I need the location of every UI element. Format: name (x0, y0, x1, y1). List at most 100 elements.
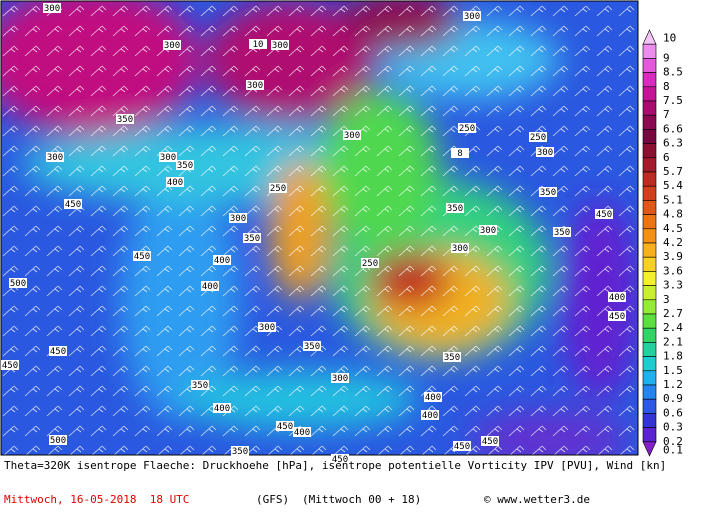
contour-label: 350 (447, 204, 463, 214)
contour-label: 450 (277, 422, 293, 432)
legend-label: 4.5 (663, 222, 683, 235)
contour-label: 450 (609, 312, 625, 322)
legend-label: 4.2 (663, 236, 683, 249)
contour-label: 350 (232, 447, 248, 457)
contour-label-bg (443, 352, 461, 362)
legend-label: 1.2 (663, 378, 683, 391)
legend-swatch (642, 441, 657, 457)
contour-label: 500 (10, 279, 26, 289)
contour-label-bg (49, 435, 67, 445)
contour-label: 400 (294, 428, 310, 438)
contour-label: 450 (134, 252, 150, 262)
contour-label: 300 (452, 244, 468, 254)
legend-label: 9 (663, 51, 670, 64)
contour-label: 400 (202, 282, 218, 292)
contour-label: 450 (2, 361, 18, 371)
legend-label: 2.1 (663, 335, 683, 348)
colorbar: 1098.587.576.66.365.75.45.14.84.54.23.93… (642, 29, 683, 457)
contour-label-bg (276, 421, 294, 431)
legend-label: 1.5 (663, 364, 683, 377)
contour-label-bg (595, 209, 613, 219)
contour-label-bg (424, 392, 442, 402)
legend-swatch (642, 29, 657, 45)
contour-label-bg (343, 130, 361, 140)
legend-label: 8.5 (663, 66, 683, 79)
legend-swatch (642, 384, 657, 400)
contour-label: 350 (192, 381, 208, 391)
contour-label-bg (9, 278, 27, 288)
contour-label-bg (166, 177, 184, 187)
legend-swatch (642, 157, 657, 173)
contour-label-bg (116, 114, 134, 124)
contour-label-bg (361, 258, 379, 268)
contour-label-bg (451, 243, 469, 253)
contour-label: 300 (332, 374, 348, 384)
contour-label: 350 (540, 188, 556, 198)
contour-label-bg (201, 281, 219, 291)
contour-label: 500 (50, 436, 66, 446)
contour-label: 400 (422, 411, 438, 421)
contour-label-bg (271, 40, 289, 50)
contour-label-bg (536, 147, 554, 157)
contour-label-bg (163, 40, 181, 50)
contour-label-bg (331, 454, 349, 464)
contour-label-bg (246, 80, 264, 90)
contour-label: 450 (332, 455, 348, 465)
legend-label: 8 (663, 80, 670, 93)
contour-label-bg (481, 436, 499, 446)
contour-label: 250 (530, 133, 546, 143)
contour-label: 400 (609, 293, 625, 303)
contour-label-bg (303, 341, 321, 351)
legend-label: 5.7 (663, 165, 683, 178)
legend-swatch (642, 43, 657, 59)
legend-swatch (642, 370, 657, 386)
contour-label-bg (453, 441, 471, 451)
contour-label: 300 (164, 41, 180, 51)
legend-swatch (642, 313, 657, 329)
legend-swatch (642, 327, 657, 343)
contour-label-bg (458, 123, 476, 133)
legend-label: 5.1 (663, 193, 683, 206)
contour-label: 350 (554, 228, 570, 238)
contour-label: 10 (253, 40, 264, 50)
legend-label: 3.3 (663, 279, 683, 292)
legend-swatch (642, 100, 657, 116)
contour-label-bg (331, 373, 349, 383)
contour-label-bg (258, 322, 276, 332)
legend-label: 3.6 (663, 264, 683, 277)
legend-swatch (642, 356, 657, 372)
map-frame (0, 0, 639, 456)
contour-label: 300 (344, 131, 360, 141)
contour-label-bg (213, 403, 231, 413)
contour-label: 250 (362, 259, 378, 269)
contour-label-bg (479, 225, 497, 235)
legend-label: 6.3 (663, 137, 683, 150)
legend-swatch (642, 58, 657, 73)
contour-label: 300 (47, 153, 63, 163)
contour-label-bg (46, 152, 64, 162)
contour-label-bg (608, 311, 626, 321)
contour-label-bg (451, 148, 469, 158)
legend-swatch (642, 72, 657, 88)
legend-swatch (642, 86, 657, 102)
legend-label: 5.4 (663, 179, 683, 192)
legend-label: 6 (663, 151, 670, 164)
contour-label-bg (463, 11, 481, 21)
legend-label: 2.4 (663, 321, 683, 334)
legend-label: 6.6 (663, 122, 683, 135)
legend-label: 0.6 (663, 406, 683, 419)
contour-label-bg (159, 152, 177, 162)
legend-swatch (642, 129, 657, 144)
map-title: Theta=320K isentrope Flaeche: Druckhoehe… (4, 459, 666, 472)
legend-label: 10 (663, 32, 676, 45)
run-info: (Mittwoch 00 + 18) (302, 493, 421, 506)
legend-swatch (642, 214, 657, 230)
contour-label: 350 (117, 115, 133, 125)
contour-label: 450 (596, 210, 612, 220)
legend-swatch (642, 413, 657, 428)
legend-swatch (642, 200, 657, 215)
contour-label-bg (421, 410, 439, 420)
legend-label: 3 (663, 293, 670, 306)
